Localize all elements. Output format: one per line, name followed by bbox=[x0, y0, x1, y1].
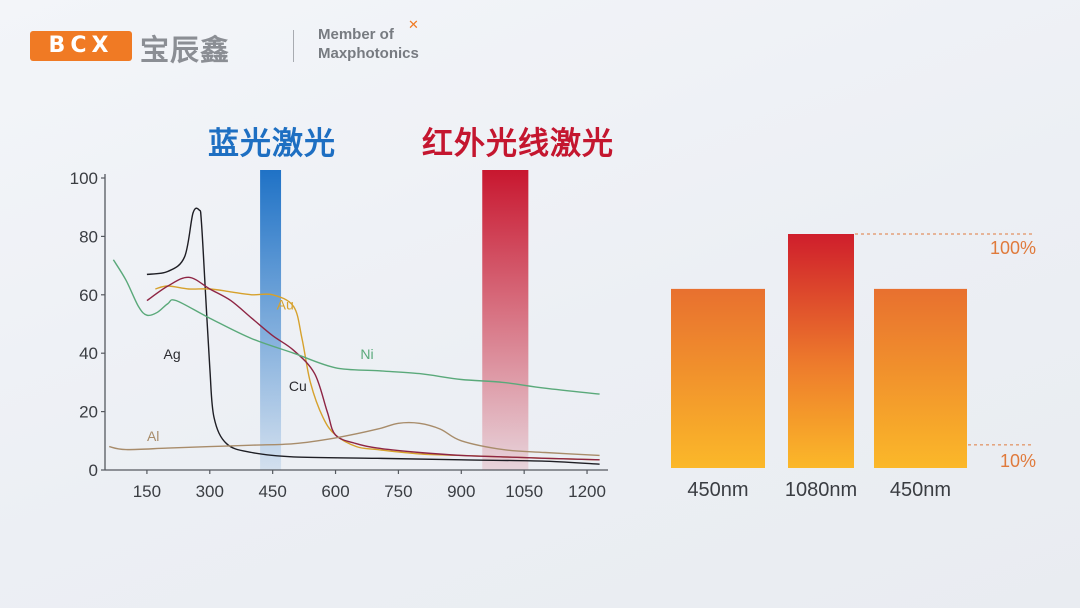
member-line-2: Maxphotonics bbox=[318, 45, 419, 62]
y-tick-label: 0 bbox=[89, 461, 98, 480]
series-label-ag: Ag bbox=[164, 346, 181, 362]
y-tick-label: 40 bbox=[79, 344, 98, 363]
blue-laser-heading: 蓝光激光 bbox=[208, 126, 336, 162]
bar-450nm-0 bbox=[671, 288, 765, 468]
series-line-al bbox=[109, 421, 600, 457]
bcx-logo: BCX bbox=[30, 31, 132, 61]
series-label-al: Al bbox=[147, 428, 159, 444]
bar-category-label: 450nm bbox=[890, 479, 951, 501]
x-tick-label: 150 bbox=[133, 482, 161, 501]
x-tick-label: 450 bbox=[258, 482, 286, 501]
bar-1080nm-1 bbox=[788, 234, 854, 468]
series-line-cu bbox=[146, 276, 600, 461]
y-tick-label: 60 bbox=[79, 286, 98, 305]
infrared-laser-band bbox=[482, 170, 529, 470]
y-tick-label: 20 bbox=[79, 403, 98, 422]
maxphotonics-x-icon: ✕ bbox=[408, 18, 419, 33]
reference-label-bottom: 10% bbox=[1000, 451, 1036, 471]
series-line-ni bbox=[112, 259, 600, 395]
series-line-au bbox=[155, 285, 600, 461]
x-tick-label: 300 bbox=[196, 482, 224, 501]
logo-divider bbox=[293, 30, 294, 62]
y-tick-label: 80 bbox=[79, 227, 98, 246]
series-label-ni: Ni bbox=[360, 346, 373, 362]
bar-category-label: 450nm bbox=[687, 479, 748, 501]
series-label-cu: Cu bbox=[289, 378, 307, 394]
reference-label-top: 100% bbox=[990, 238, 1036, 258]
series-label-au: Au bbox=[277, 296, 294, 312]
infrared-laser-heading: 红外光线激光 bbox=[422, 126, 614, 162]
x-tick-label: 750 bbox=[384, 482, 412, 501]
bar-category-label: 1080nm bbox=[785, 479, 857, 501]
member-line-1: Member of bbox=[318, 26, 394, 43]
bcx-logo-chinese: 宝辰鑫 bbox=[140, 33, 231, 67]
blue-laser-band bbox=[260, 170, 282, 470]
x-tick-label: 1200 bbox=[568, 482, 606, 501]
x-tick-label: 1050 bbox=[505, 482, 543, 501]
x-tick-label: 600 bbox=[321, 482, 349, 501]
bar-450nm-2 bbox=[874, 288, 967, 468]
x-tick-label: 900 bbox=[447, 482, 475, 501]
y-tick-label: 100 bbox=[70, 169, 98, 188]
series-line-ag bbox=[146, 207, 600, 465]
member-of-maxphotonics: Member of Maxphotonics bbox=[318, 25, 419, 63]
